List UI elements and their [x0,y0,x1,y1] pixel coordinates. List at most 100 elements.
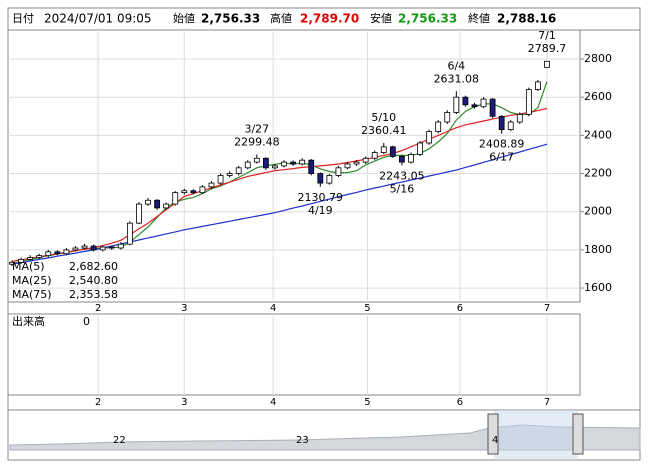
legend-name: MA(25) [12,274,52,287]
candle-body [462,96,469,106]
candle-body [453,96,460,113]
candle-body [380,146,387,153]
candle-body [108,246,115,249]
x-tick-label: 7 [544,303,550,314]
navigator-window [494,410,578,460]
navigator-area [9,424,641,451]
ma-line [11,107,548,262]
header-label: 安値 [370,11,392,25]
header-label: 始値 [173,11,195,25]
candle-body [344,163,351,169]
candle-body [126,222,133,245]
candle-body [507,121,514,131]
candle-body [181,190,188,194]
legend-name: MA(75) [12,288,52,301]
candle-body [253,157,260,163]
navigator-handle[interactable] [487,413,499,455]
annotation-date: 7/1 [538,29,556,42]
candle-body [136,203,142,224]
volume-label: 出来高 [12,314,45,328]
candle-body [444,112,451,123]
candle-body [99,246,106,251]
x-tick-label: 5 [364,397,370,408]
x-tick-label: 3 [181,397,187,408]
candle-body [27,257,34,260]
x-tick-label: 2 [95,303,101,314]
candle-body [117,243,124,249]
annotation-price: 2130.79 [298,191,344,204]
frame [7,7,641,461]
candle-body [235,167,242,174]
x-tick-label: 5 [364,303,370,314]
candle-body [299,159,306,165]
candle-body [199,186,206,194]
header-value: 2,756.33 [398,12,457,26]
candle-body [417,142,423,155]
navigator-label: 22 [113,435,126,446]
candle-body [208,182,215,188]
candle-body [489,98,496,117]
candle-body [371,152,378,159]
y-tick-label: 2400 [584,128,612,141]
candle-body [435,121,442,132]
candle-body [480,98,487,108]
legend-value: 2,353.58 [69,288,118,301]
annotation-price: 2408.89 [479,138,525,151]
annotation-price: 2360.41 [361,124,407,137]
y-tick-label: 2000 [584,205,612,218]
candle-body [290,161,297,165]
header-value: 2,788.16 [497,12,556,26]
header-label: 終値 [468,11,490,25]
candle-body [172,192,179,205]
candle-body [63,249,70,255]
navigator-handle[interactable] [572,413,584,455]
candle-body [226,173,233,176]
navigator-label: 4 [492,435,498,446]
candle-body [54,251,61,255]
annotation-price: 2299.48 [234,136,280,149]
candle-body [516,113,523,123]
y-tick-label: 1600 [584,281,612,294]
annotation-date: 4/19 [308,204,333,217]
candle-body [399,155,405,163]
candle-body [45,251,52,257]
annotation-price: 2243.05 [379,169,425,182]
price-panel [7,29,581,303]
x-tick-label: 7 [544,397,550,408]
annotation-price: 2789.7 [528,42,567,55]
candle-body [308,159,315,174]
candle-body [525,89,532,115]
x-tick-label: 3 [181,303,187,314]
candle-body [281,161,287,167]
legend-value: 2,540.80 [69,274,118,287]
candle-body [535,81,541,90]
header-value: 2,756.33 [201,12,260,26]
candle-body [72,247,79,251]
header-value: 2,789.70 [300,12,359,26]
volume-value: 0 [83,315,90,328]
header-label: 日付 [12,12,34,25]
candle-body [471,104,478,108]
annotation-price: 2631.08 [434,72,480,85]
candle-body [326,175,333,184]
candle-body [190,190,197,194]
annotation-date: 6/4 [447,59,465,72]
x-tick-label: 4 [270,397,276,408]
candle-body [154,199,160,209]
y-tick-label: 2800 [584,52,612,65]
candle-body [145,199,151,205]
candle-body [544,60,550,68]
annotation-date: 5/16 [390,182,415,195]
candle-body [362,157,369,163]
candle-body [163,203,170,209]
candle-body [262,157,269,169]
candle-body [244,161,251,169]
candle-body [498,115,505,131]
candle-body [317,173,324,184]
candle-body [272,165,278,169]
header-label: 高値 [270,11,292,25]
candle-body [90,245,97,251]
y-tick-label: 1800 [584,243,612,256]
